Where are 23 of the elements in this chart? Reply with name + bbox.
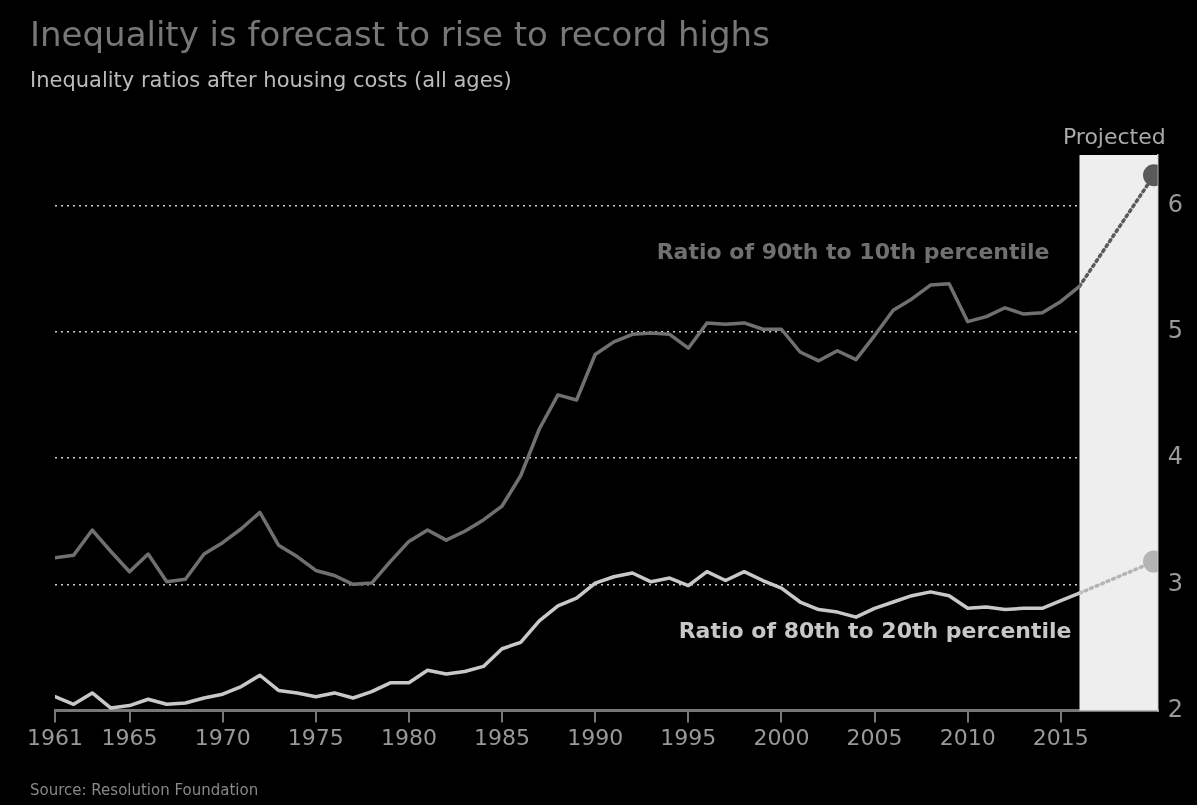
- x-tick-label: 2010: [939, 724, 996, 750]
- x-tick-label: 1980: [380, 724, 437, 750]
- y-tick-label: 6: [1167, 189, 1184, 218]
- x-tick-label: 2015: [1032, 724, 1089, 750]
- band-label: Projected: [1062, 123, 1166, 149]
- x-tick-label: 1970: [194, 724, 251, 750]
- y-tick-label: 5: [1167, 316, 1184, 345]
- series-label: Ratio of 80th to 20th percentile: [678, 617, 1072, 643]
- y-tick-label: 3: [1167, 568, 1184, 597]
- x-tick-label: 1965: [101, 724, 158, 750]
- y-tick-label: 2: [1167, 694, 1184, 723]
- chart-title: Inequality is forecast to rise to record highs: [30, 14, 770, 54]
- series-label: Ratio of 90th to 10th percentile: [656, 239, 1050, 265]
- x-tick-label: 2000: [753, 724, 810, 750]
- x-tick-label: 1975: [287, 724, 344, 750]
- x-tick-label: 1990: [567, 724, 624, 750]
- x-tick-label: 1995: [660, 724, 717, 750]
- x-tick-label: 2005: [846, 724, 903, 750]
- source-note: Source: Resolution Foundation: [30, 781, 259, 799]
- chart-subtitle: Inequality ratios after housing costs (all ages): [30, 68, 512, 92]
- y-tick-label: 4: [1167, 442, 1184, 471]
- x-tick-label: 1961: [27, 724, 83, 750]
- x-tick-label: 1985: [474, 724, 531, 750]
